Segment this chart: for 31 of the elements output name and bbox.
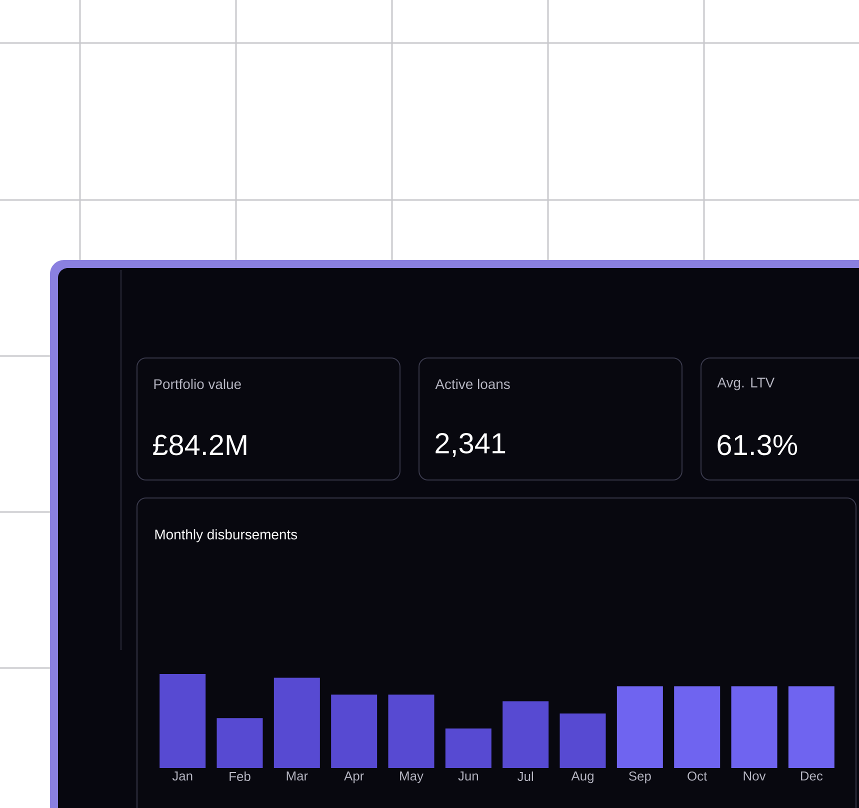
bar xyxy=(731,686,778,768)
bar xyxy=(674,686,720,768)
x-tick-label: Nov xyxy=(744,772,766,781)
bar xyxy=(160,674,206,768)
x-tick-label: Oct xyxy=(688,772,708,781)
x-tick-label: Jun xyxy=(458,772,478,781)
text: £84.2M xyxy=(153,434,246,456)
text: Active loans xyxy=(435,378,510,390)
bar xyxy=(274,678,320,768)
bar xyxy=(445,728,492,768)
text: Portfolio value xyxy=(154,378,241,390)
x-tick-label: Jul xyxy=(518,772,534,782)
x-tick-label: Feb xyxy=(230,772,250,782)
x-tick-label: Dec xyxy=(800,772,823,781)
bar xyxy=(388,694,434,768)
x-tick-label: Aug xyxy=(571,772,594,784)
x-tick-label: Apr xyxy=(344,772,364,784)
bar xyxy=(331,694,378,768)
x-tick-label: Sep xyxy=(628,772,651,784)
bar xyxy=(788,686,834,768)
bar xyxy=(560,713,606,768)
chart-title: Monthly disbursements xyxy=(155,529,298,542)
bar xyxy=(502,701,549,768)
text: 2,341 xyxy=(436,433,506,457)
text: Avg. LTV xyxy=(717,378,775,390)
x-tick-label: May xyxy=(400,772,424,784)
x-tick-label: Jan xyxy=(172,772,192,781)
bar xyxy=(216,718,263,768)
bar xyxy=(616,686,663,768)
text: 61.3% xyxy=(718,434,798,456)
x-tick-label: Mar xyxy=(286,772,308,781)
